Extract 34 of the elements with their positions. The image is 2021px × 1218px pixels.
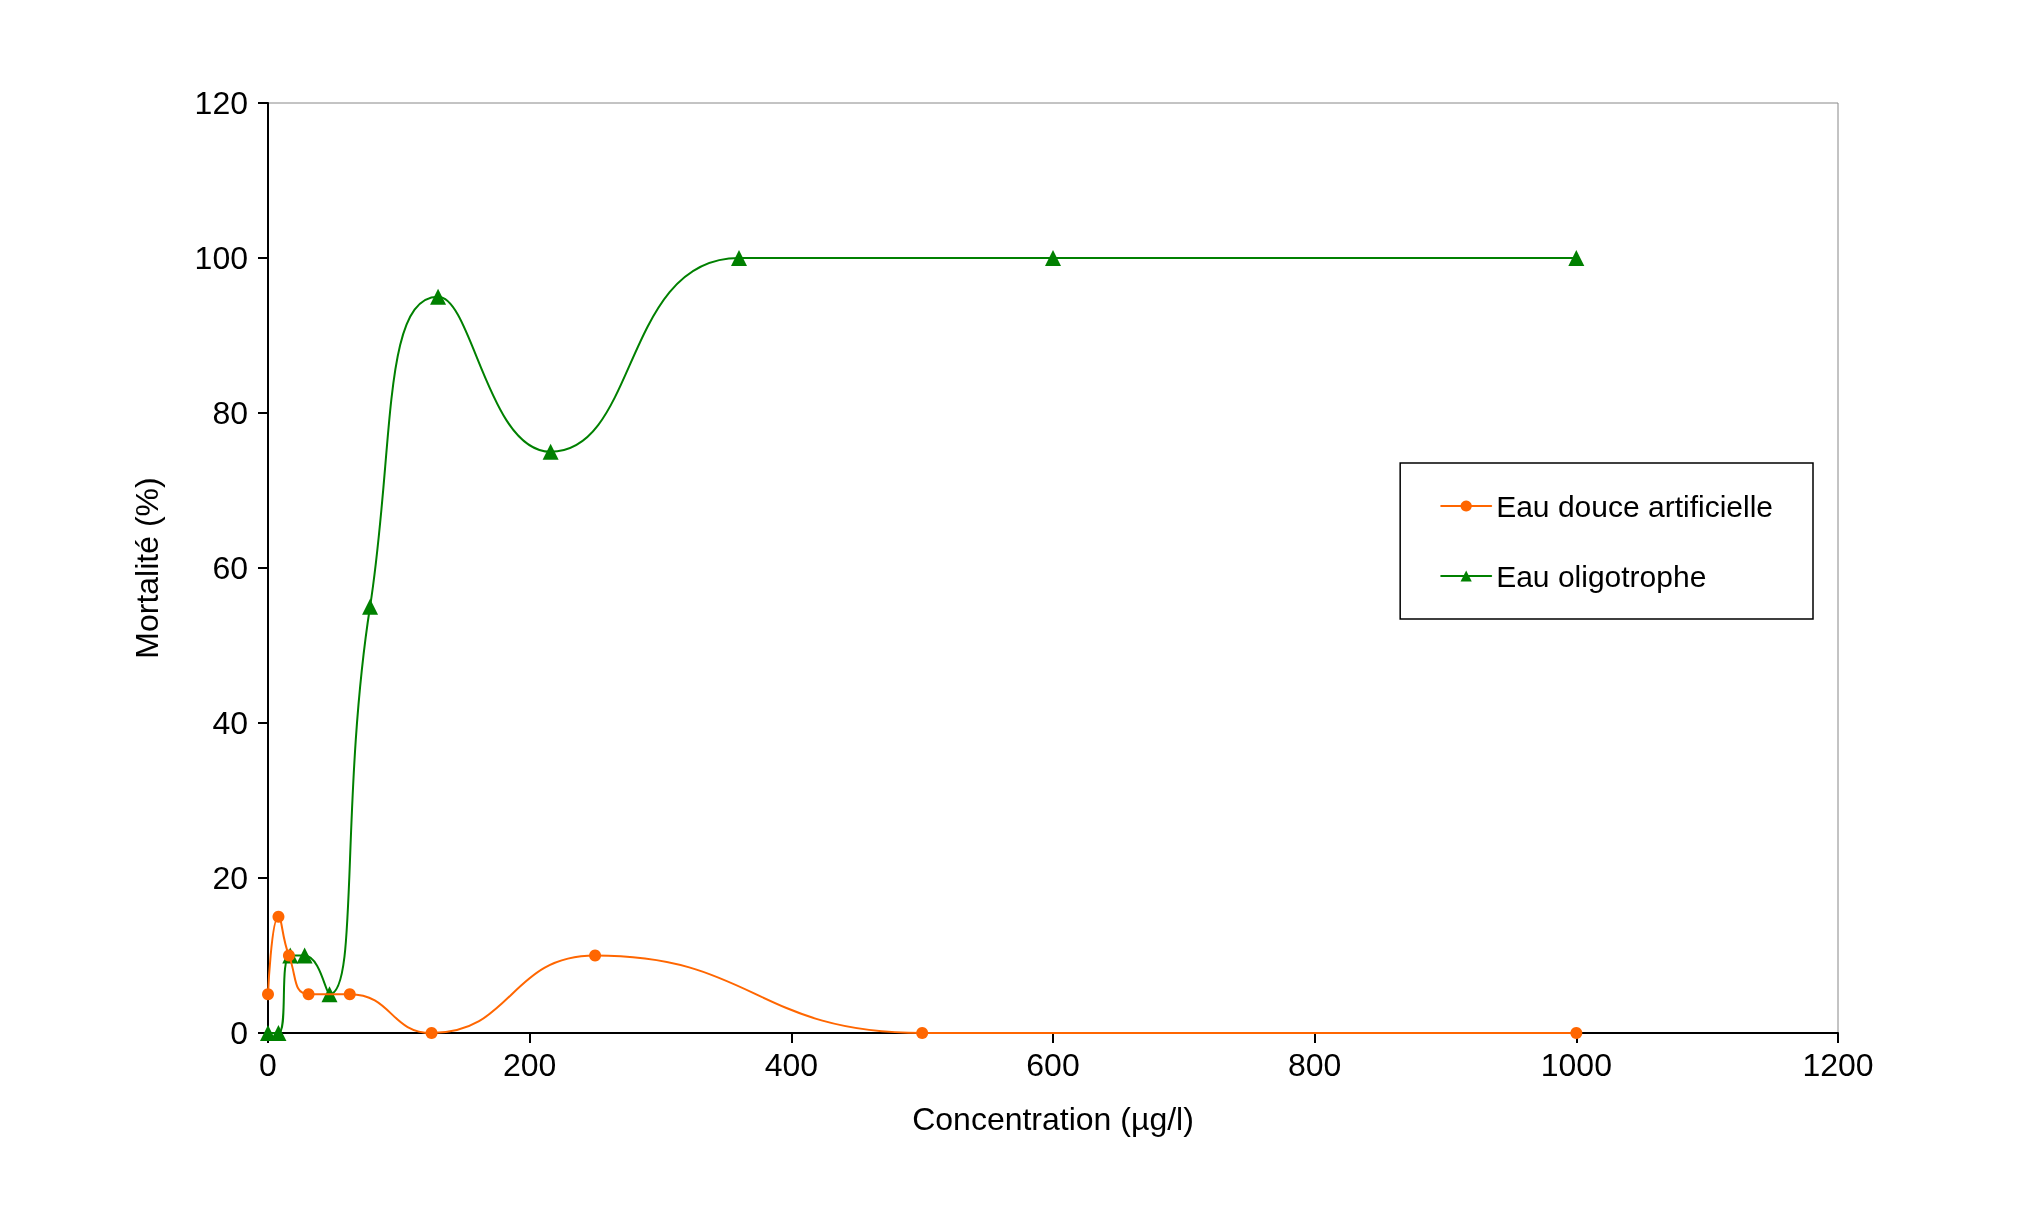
point xyxy=(1570,1027,1583,1039)
legend-label: Eau oligotrophe xyxy=(1496,559,1707,593)
point xyxy=(272,910,285,923)
point xyxy=(1568,250,1585,266)
point xyxy=(731,250,747,266)
point xyxy=(430,288,447,305)
x-tick-label: 800 xyxy=(1287,1047,1342,1083)
x-tick-label: 600 xyxy=(1026,1047,1080,1083)
y-tick-label: 100 xyxy=(194,240,248,276)
x-tick-label: 400 xyxy=(764,1047,819,1083)
point xyxy=(542,443,559,460)
point xyxy=(362,598,379,615)
x-tick-label: 1200 xyxy=(1802,1047,1874,1083)
point xyxy=(296,947,313,964)
y-tick-label: 20 xyxy=(212,860,248,896)
y-tick-label: 40 xyxy=(212,705,248,741)
point xyxy=(425,1027,438,1039)
x-axis-title: Concentration (µg/l) xyxy=(912,1101,1194,1137)
point xyxy=(302,988,315,1001)
x-tick-label: 0 xyxy=(259,1047,277,1083)
point xyxy=(1045,250,1061,266)
x-tick-label: 200 xyxy=(502,1047,557,1083)
y-tick-label: 120 xyxy=(194,85,248,121)
point xyxy=(916,1027,929,1039)
point xyxy=(589,949,602,962)
point xyxy=(282,949,295,962)
legend-label: Eau douce artificielle xyxy=(1496,489,1773,523)
y-axis-title: Mortalité (%) xyxy=(129,477,165,659)
y-tick-label: 60 xyxy=(212,550,248,586)
x-tick-label: 1000 xyxy=(1540,1047,1612,1083)
y-tick-label: 0 xyxy=(230,1015,248,1051)
y-tick-label: 80 xyxy=(212,395,248,431)
point xyxy=(262,988,274,1001)
point xyxy=(343,988,356,1001)
